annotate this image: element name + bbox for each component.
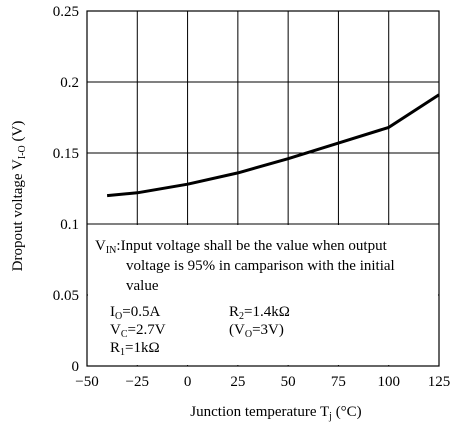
x-tick-label: 50 [281,374,296,390]
y-tick-label: 0.1 [60,217,79,233]
y-tick-labels: 0 0.05 0.1 0.15 0.2 0.25 [53,4,79,375]
vin-note-line1: VIN:Input voltage shall be the value whe… [95,238,388,256]
io-label: IO=0.5A [110,304,160,322]
vin-note-line3: value [126,278,159,294]
x-axis-label: Junction temperature Tj (°C) [190,404,361,422]
x-tick-label: 125 [428,374,451,390]
x-tick-label: 25 [230,374,245,390]
y-tick-label: 0.25 [53,4,79,20]
x-tick-label: 75 [331,374,346,390]
annotation-box [88,225,438,365]
x-tick-label: −25 [126,374,149,390]
y-tick-label: 0 [72,359,80,375]
y-axis-label: Dropout voltage VI-O (V) [10,121,28,272]
plot-frame [86,10,440,367]
x-tick-label: 0 [184,374,192,390]
y-tick-label: 0.05 [53,288,79,304]
r1-label: R1=1kΩ [110,340,160,358]
y-tick-label: 0.2 [60,75,79,91]
y-tick-label: 0.15 [53,146,79,162]
x-tick-labels: −50 −25 0 25 50 75 100 125 [75,374,450,390]
vin-note-line2: voltage is 95% in camparison with the in… [126,258,395,274]
vo-label: (VO=3V) [229,322,284,340]
r2-label: R2=1.4kΩ [229,304,290,322]
series-line [106,93,440,198]
x-tick-label: −50 [75,374,98,390]
x-tick-label: 100 [377,374,400,390]
vc-label: VC=2.7V [110,322,166,340]
